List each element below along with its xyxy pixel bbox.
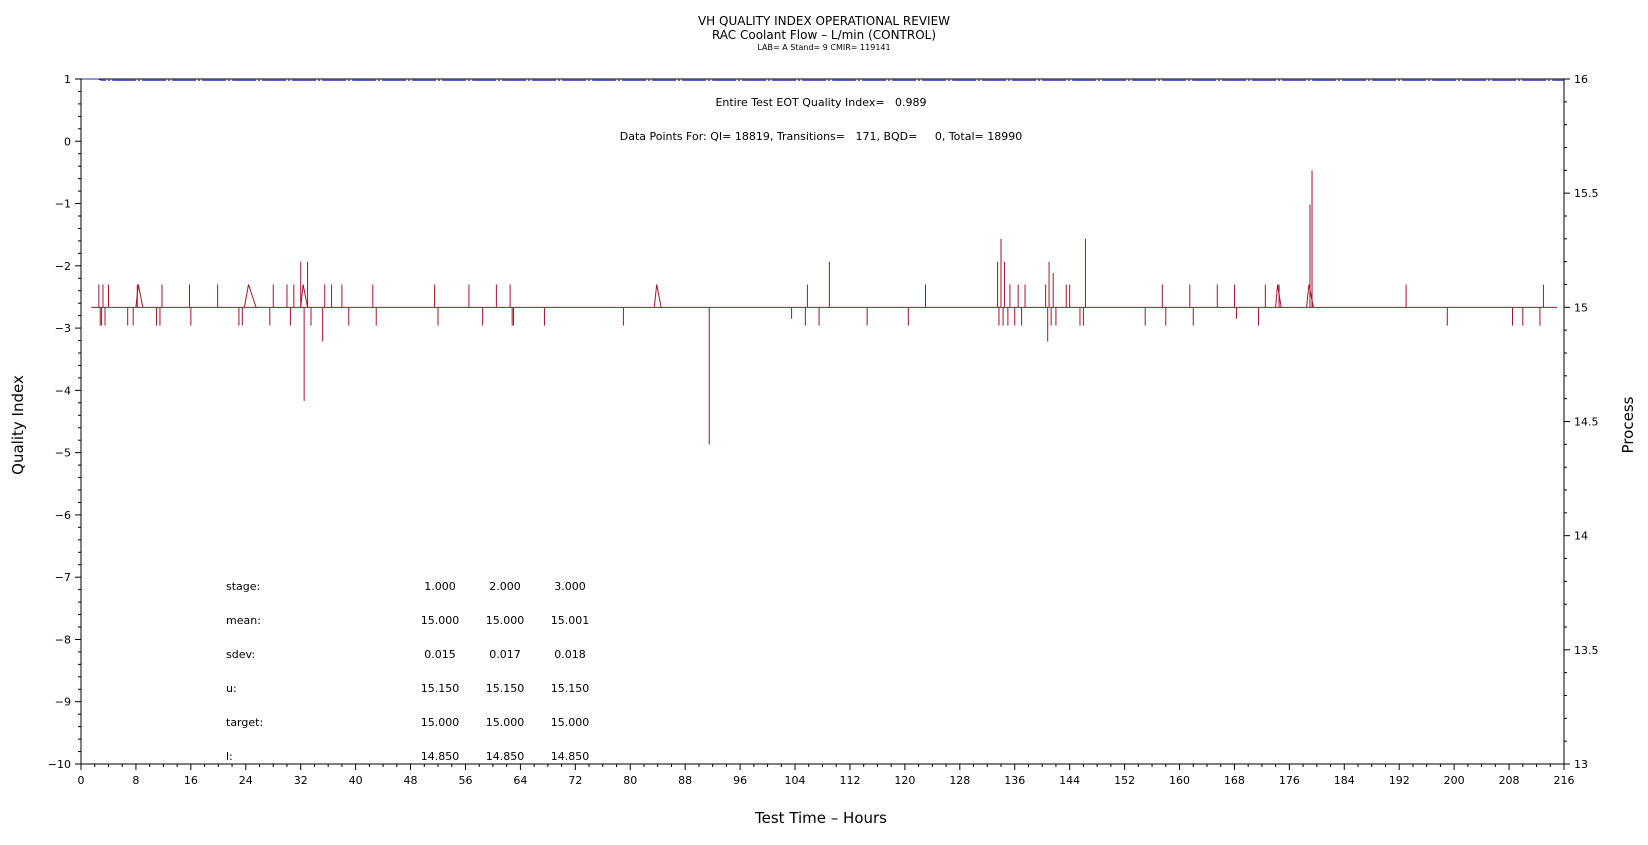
process-bump xyxy=(300,284,309,308)
x-tick-label: 184 xyxy=(1334,774,1355,787)
stats-cell: 14.850 xyxy=(551,750,590,763)
stats-cell: 1.000 xyxy=(424,580,456,593)
x-tick-label: 144 xyxy=(1059,774,1080,787)
y2-tick-label: 16 xyxy=(1574,73,1588,86)
y2-tick-label: 15 xyxy=(1574,301,1588,314)
y-axis-right: 16 15.5 15 14.5 14 13.5 13 xyxy=(1564,73,1599,771)
x-tick-label: 160 xyxy=(1169,774,1190,787)
y2-tick-label: 13.5 xyxy=(1574,644,1599,657)
process-bump xyxy=(135,284,144,308)
y-tick-label: −9 xyxy=(55,696,71,709)
chart-title: VH QUALITY INDEX OPERATIONAL REVIEW xyxy=(697,14,951,28)
y2-axis-label: Process xyxy=(1619,396,1637,453)
stats-cell: 0.017 xyxy=(489,648,521,661)
x-tick-label: 72 xyxy=(568,774,582,787)
y-axis-left: 1 0 −1 −2 −3 −4 −5 −6 −7 −8 −9 −10 xyxy=(48,73,81,771)
stats-cell: 14.850 xyxy=(421,750,460,763)
eot-quality-index-text: Entire Test EOT Quality Index= 0.989 xyxy=(715,96,926,109)
plot-border xyxy=(80,78,1565,765)
x-tick-label: 216 xyxy=(1554,774,1575,787)
y-tick-label: −3 xyxy=(55,322,71,335)
y-tick-label: −4 xyxy=(55,384,71,397)
x-tick-label: 96 xyxy=(733,774,747,787)
x-tick-label: 80 xyxy=(623,774,637,787)
stats-cell: 15.001 xyxy=(551,614,590,627)
stats-cell: 15.000 xyxy=(486,716,525,729)
stats-row-label: target: xyxy=(226,716,263,729)
process-bump xyxy=(1306,284,1314,308)
x-tick-label: 192 xyxy=(1389,774,1410,787)
x-tick-label: 208 xyxy=(1499,774,1520,787)
chart-subtitle: RAC Coolant Flow – L/min (CONTROL) xyxy=(711,28,937,42)
stats-cell: 2.000 xyxy=(489,580,521,593)
stats-cell: 14.850 xyxy=(486,750,525,763)
stats-cell: 15.150 xyxy=(486,682,525,695)
stats-cell: 0.018 xyxy=(554,648,586,661)
stats-cell: 15.000 xyxy=(421,614,460,627)
x-axis: 0 8 16 24 32 40 48 56 64 72 80 88 96 104 112 120 128 136 1… xyxy=(78,764,1575,787)
y-tick-label: −2 xyxy=(55,260,71,273)
x-tick-label: 112 xyxy=(839,774,860,787)
process-bump xyxy=(243,284,257,308)
x-tick-label: 64 xyxy=(513,774,527,787)
x-tick-label: 152 xyxy=(1114,774,1135,787)
y-tick-label: −6 xyxy=(55,509,71,522)
y-axis-label: Quality Index xyxy=(9,375,27,475)
y-tick-label: −5 xyxy=(55,447,71,460)
x-tick-label: 136 xyxy=(1004,774,1025,787)
y-tick-label: 0 xyxy=(64,135,71,148)
y2-tick-label: 13 xyxy=(1574,758,1588,771)
stats-cell: 0.015 xyxy=(424,648,456,661)
process-bump xyxy=(653,284,662,308)
stage-stats-table: stage: 1.000 2.000 3.000 mean: 15.000 15.000 15… xyxy=(226,580,589,763)
x-tick-label: 168 xyxy=(1224,774,1245,787)
x-tick-label: 176 xyxy=(1279,774,1300,787)
x-tick-label: 104 xyxy=(785,774,806,787)
stats-cell: 15.150 xyxy=(551,682,590,695)
x-tick-label: 48 xyxy=(404,774,418,787)
y-tick-label: −8 xyxy=(55,633,71,646)
data-points-text: Data Points For: QI= 18819, Transitions=… xyxy=(620,130,1022,143)
y-tick-label: 1 xyxy=(64,73,71,86)
plot-frame xyxy=(80,78,1565,765)
x-tick-label: 32 xyxy=(294,774,308,787)
stats-row-label: mean: xyxy=(226,614,261,627)
x-tick-label: 8 xyxy=(132,774,139,787)
y2-tick-label: 14.5 xyxy=(1574,416,1599,429)
x-tick-label: 16 xyxy=(184,774,198,787)
stats-cell: 15.000 xyxy=(486,614,525,627)
x-tick-label: 128 xyxy=(949,774,970,787)
plot-series xyxy=(82,78,1564,445)
y-tick-label: −1 xyxy=(55,198,71,211)
x-tick-label: 0 xyxy=(78,774,85,787)
x-tick-label: 88 xyxy=(678,774,692,787)
stats-cell: 15.000 xyxy=(551,716,590,729)
x-tick-label: 56 xyxy=(458,774,472,787)
y-tick-label: −7 xyxy=(55,571,71,584)
x-tick-label: 24 xyxy=(239,774,253,787)
x-axis-label: Test Time – Hours xyxy=(754,809,887,827)
stats-row-label: u: xyxy=(226,682,237,695)
x-tick-label: 200 xyxy=(1444,774,1465,787)
x-tick-label: 120 xyxy=(894,774,915,787)
stats-cell: 3.000 xyxy=(554,580,586,593)
stats-row-label: l: xyxy=(226,750,233,763)
y2-tick-label: 14 xyxy=(1574,530,1588,543)
lab-stand-line: LAB= A Stand= 9 CMIR= 119141 xyxy=(757,43,891,52)
stats-cell: 15.000 xyxy=(421,716,460,729)
y2-tick-label: 15.5 xyxy=(1574,187,1599,200)
qi-series-line xyxy=(82,78,1564,81)
stats-row-label: sdev: xyxy=(226,648,255,661)
stats-row-label: stage: xyxy=(226,580,260,593)
stats-cell: 15.150 xyxy=(421,682,460,695)
process-bump xyxy=(1275,284,1282,308)
x-tick-label: 40 xyxy=(349,774,363,787)
y-tick-label: −10 xyxy=(48,758,71,771)
